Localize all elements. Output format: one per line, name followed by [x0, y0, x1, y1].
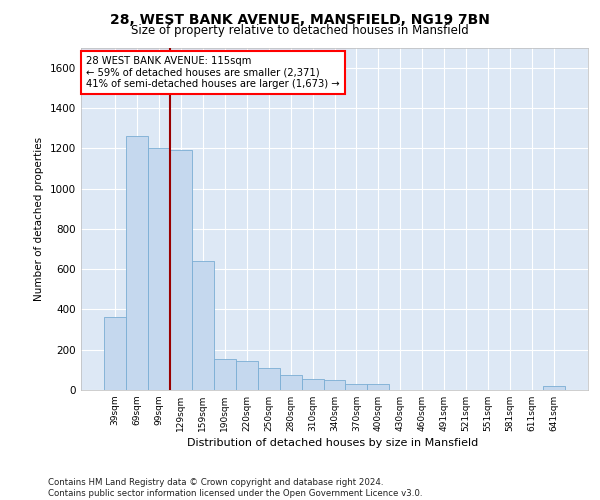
Text: Distribution of detached houses by size in Mansfield: Distribution of detached houses by size …	[187, 438, 479, 448]
Bar	[126, 136, 148, 390]
Bar	[236, 361, 257, 390]
Text: Contains HM Land Registry data © Crown copyright and database right 2024.
Contai: Contains HM Land Registry data © Crown c…	[48, 478, 422, 498]
Bar	[148, 148, 170, 390]
Bar	[192, 261, 214, 390]
Bar	[367, 384, 389, 390]
Bar	[104, 318, 126, 390]
Bar	[280, 375, 302, 390]
Bar	[214, 359, 236, 390]
Bar	[323, 380, 346, 390]
Bar	[346, 384, 367, 390]
Y-axis label: Number of detached properties: Number of detached properties	[34, 136, 44, 301]
Bar	[257, 368, 280, 390]
Text: 28, WEST BANK AVENUE, MANSFIELD, NG19 7BN: 28, WEST BANK AVENUE, MANSFIELD, NG19 7B…	[110, 12, 490, 26]
Bar	[543, 386, 565, 390]
Bar	[302, 379, 323, 390]
Text: 28 WEST BANK AVENUE: 115sqm
← 59% of detached houses are smaller (2,371)
41% of : 28 WEST BANK AVENUE: 115sqm ← 59% of det…	[86, 56, 340, 90]
Text: Size of property relative to detached houses in Mansfield: Size of property relative to detached ho…	[131, 24, 469, 37]
Bar	[170, 150, 192, 390]
